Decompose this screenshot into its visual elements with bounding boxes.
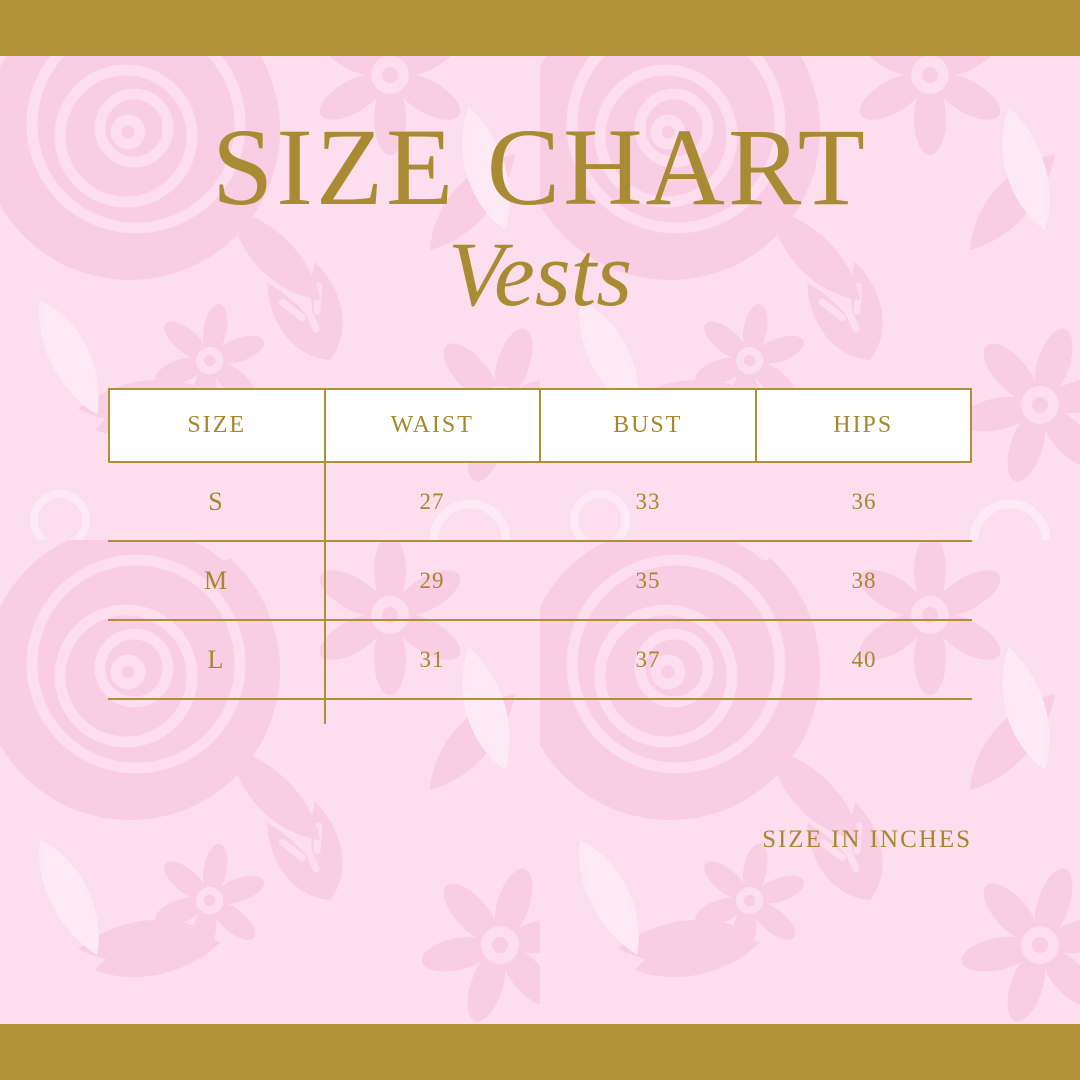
size-table: SIZE WAIST BUST HIPS S 27 33 36 M 29 35 …: [108, 388, 972, 724]
waist-value: 31: [419, 646, 445, 672]
header-cell-bust: BUST: [539, 390, 755, 461]
header-cell-hips: HIPS: [754, 390, 971, 461]
row-label: S: [208, 486, 224, 516]
row-label: L: [207, 644, 225, 674]
row-label: M: [203, 565, 229, 595]
hips-value: 36: [851, 488, 877, 514]
size-table-header-row: SIZE WAIST BUST HIPS: [108, 388, 972, 463]
bust-value: 37: [635, 646, 661, 672]
hips-value: 38: [851, 567, 877, 593]
table-row-l: L 31 37 40: [108, 621, 972, 700]
waist-value: 27: [419, 488, 445, 514]
header-cell-waist: WAIST: [323, 390, 540, 461]
waist-value: 29: [419, 567, 445, 593]
top-gold-bar: [0, 0, 1080, 56]
bottom-gold-bar: [0, 1024, 1080, 1080]
header-cell-size: SIZE: [187, 412, 247, 438]
bust-value: 35: [635, 567, 661, 593]
units-note: SIZE IN INCHES: [762, 826, 972, 853]
page-title: SIZE CHART: [212, 106, 868, 228]
size-column-divider-rule: [324, 463, 326, 724]
page-subtitle: Vests: [448, 223, 632, 325]
table-row-m: M 29 35 38: [108, 542, 972, 621]
bust-value: 33: [635, 488, 661, 514]
table-row-s: S 27 33 36: [108, 463, 972, 542]
hips-value: 40: [851, 646, 877, 672]
